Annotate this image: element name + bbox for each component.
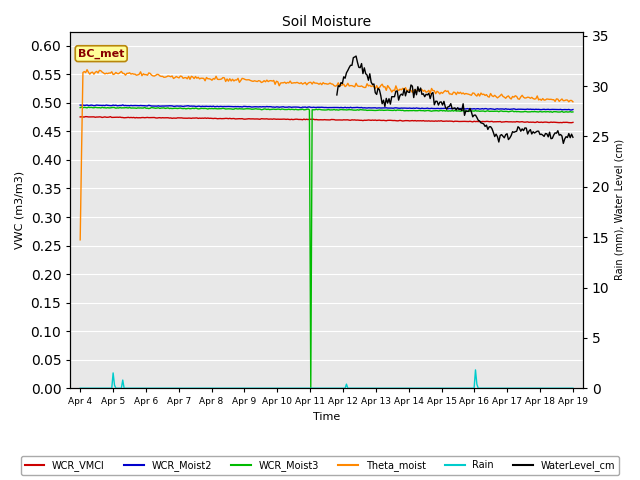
Y-axis label: Rain (mm), Water Level (cm): Rain (mm), Water Level (cm) (615, 139, 625, 280)
X-axis label: Time: Time (313, 412, 340, 422)
Title: Soil Moisture: Soil Moisture (282, 15, 371, 29)
Text: BC_met: BC_met (78, 48, 124, 59)
Y-axis label: VWC (m3/m3): VWC (m3/m3) (15, 171, 25, 249)
Legend: WCR_VMCl, WCR_Moist2, WCR_Moist3, Theta_moist, Rain, WaterLevel_cm: WCR_VMCl, WCR_Moist2, WCR_Moist3, Theta_… (21, 456, 619, 475)
